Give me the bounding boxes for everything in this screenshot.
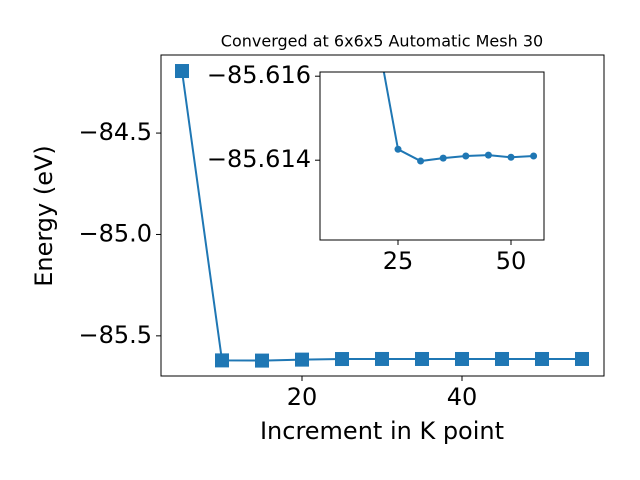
y-tick-label: −85.5 [78, 321, 152, 349]
marker [530, 152, 538, 160]
marker [575, 351, 589, 366]
plot-frame [160, 54, 605, 377]
chart-title: Converged at 6x6x5 Automatic Mesh 30 [221, 32, 543, 51]
marker [439, 154, 447, 162]
x-tick-label: 25 [383, 247, 414, 275]
y-tick-label: −84.5 [78, 118, 152, 146]
marker [372, 22, 379, 29]
marker [462, 152, 470, 160]
marker [295, 352, 309, 367]
marker [417, 157, 425, 165]
x-tick-label: 40 [447, 383, 478, 411]
marker [215, 353, 229, 368]
y-axis-label: Energy (eV) [30, 145, 58, 287]
marker [495, 351, 509, 366]
marker [507, 153, 515, 161]
marker [415, 351, 429, 366]
x-axis-label: Increment in K point [260, 417, 504, 445]
marker [455, 351, 469, 366]
series-line [382, 72, 534, 163]
marker [375, 351, 389, 366]
plot-frame [319, 71, 545, 241]
marker [484, 151, 492, 159]
y-tick-label: −85.0 [78, 219, 152, 247]
marker [255, 353, 269, 368]
y-tick-label: −85.614 [207, 145, 311, 173]
y-tick-label: −85.616 [207, 61, 311, 89]
marker [535, 351, 549, 366]
marker [335, 352, 349, 367]
x-tick-label: 20 [287, 383, 318, 411]
marker [175, 64, 189, 79]
marker [394, 145, 402, 153]
x-tick-label: 50 [496, 247, 527, 275]
